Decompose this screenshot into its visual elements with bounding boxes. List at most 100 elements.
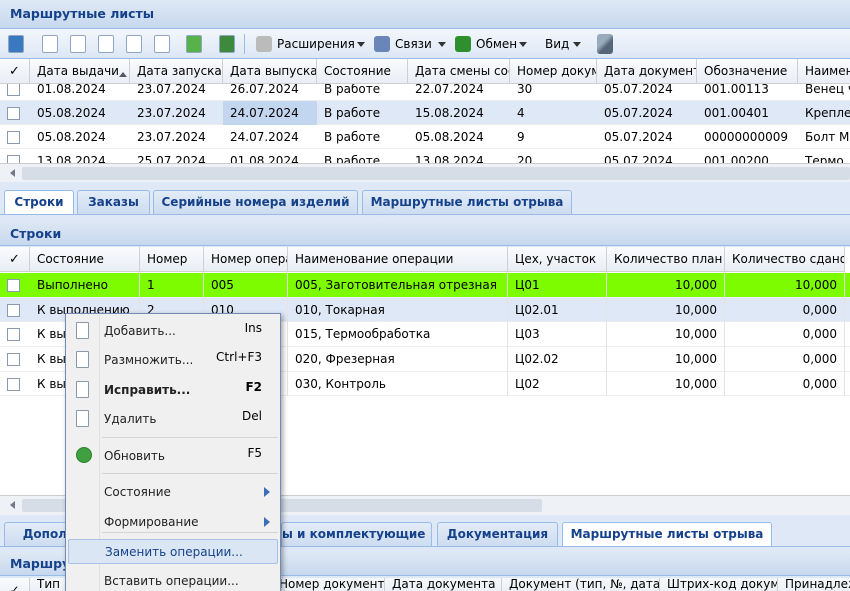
menu-item[interactable]: Размножить... Ctrl+F3: [68, 348, 278, 373]
grid-cell: 05.07.2024: [604, 82, 673, 96]
grid-row[interactable]: К выполнению 2 010 010, Токарная Ц02.01 10,00…: [0, 297, 850, 323]
grid-cell: 005, Заготовительная отрезная: [288, 273, 508, 298]
row-checkbox[interactable]: [7, 130, 20, 144]
sort-arrow: [119, 68, 127, 77]
grid-cell: Выполнено: [30, 273, 140, 298]
tab[interactable]: Заказы: [77, 190, 150, 214]
row-checkbox[interactable]: [7, 328, 20, 342]
column-header[interactable]: Принадлеж: [778, 578, 850, 591]
toolbar-button[interactable]: [126, 35, 142, 53]
column-header[interactable]: Документ (тип, №, дата): [502, 578, 660, 591]
tab[interactable]: Документация: [437, 522, 558, 546]
menu-label: Состояние: [104, 485, 171, 499]
column-header[interactable]: Цех, участок: [508, 247, 607, 272]
row-checkbox[interactable]: [7, 82, 20, 96]
menu-label: Формирование: [104, 515, 199, 529]
tab[interactable]: Серийные номера изделий: [153, 190, 358, 214]
tab[interactable]: Маршрутные листы отрыва: [362, 190, 572, 214]
toolbar-button[interactable]: [42, 35, 58, 53]
toolbar-button[interactable]: [597, 34, 613, 54]
context-menu: Добавить... Ins Размножить... Ctrl+F3 Исправ…: [65, 313, 281, 591]
column-header[interactable]: Дата документа: [597, 59, 697, 84]
column-header[interactable]: Номер: [140, 247, 204, 272]
menu-icon: [76, 410, 89, 427]
toolbar-menu-button[interactable]: Обмен: [476, 37, 518, 51]
grid-cell: 020, Фрезерная: [288, 347, 508, 372]
grid-cell: 30: [517, 82, 533, 96]
submenu-arrow: [264, 517, 275, 527]
toolbar-button[interactable]: [70, 35, 86, 53]
row-checkbox[interactable]: [7, 377, 20, 391]
column-header[interactable]: Обозначение: [697, 59, 798, 84]
menu-separator: [102, 473, 278, 474]
toolbar-menu-button[interactable]: Вид: [545, 37, 570, 51]
row-checkbox[interactable]: [7, 154, 20, 163]
grid-cell: 24.07.2024: [223, 101, 317, 125]
menu-item[interactable]: Исправить... F2: [68, 378, 278, 403]
toolbar-menu-button[interactable]: Связи: [395, 37, 432, 51]
column-header[interactable]: Дата выдачи: [30, 59, 130, 84]
tab[interactable]: Строки: [4, 190, 74, 214]
column-header[interactable]: Дата документа: [385, 578, 502, 591]
row-checkbox[interactable]: [7, 106, 20, 120]
toolbar-icon: [256, 36, 272, 52]
grid-cell: 10,000: [607, 273, 725, 298]
column-header[interactable]: Номер опера: [204, 247, 288, 272]
column-header[interactable]: Состояние: [30, 247, 140, 272]
scroll-thumb: [22, 167, 850, 180]
grid-cell: 10,000: [607, 297, 725, 323]
toolbar-menu-button[interactable]: Расширения: [277, 37, 355, 51]
grid-cell: 25.07.2024: [137, 154, 206, 163]
menu-item[interactable]: Формирование: [68, 510, 278, 535]
tab[interactable]: Маршрутные листы отрыва: [562, 522, 772, 546]
grid-row[interactable]: Выполнено 1 005 005, Заготовительная отрезн…: [0, 273, 850, 298]
column-header[interactable]: Состояние: [317, 59, 408, 84]
grid: 01.08.2024 23.07.2024 26.07.2024 В работе 22…: [0, 59, 850, 163]
tab[interactable]: ы и комплектующие: [281, 522, 432, 546]
grid-row[interactable]: 05.08.2024 23.07.2024 24.07.2024 В работе 05…: [0, 125, 850, 149]
column-header[interactable]: Номер документа: [272, 578, 385, 591]
row-checkbox[interactable]: [7, 303, 20, 317]
column-header[interactable]: Наимен: [798, 59, 850, 84]
grid-cell: 0,000: [725, 297, 845, 323]
column-header[interactable]: Номер докуме: [510, 59, 597, 84]
toolbar-icon: [455, 36, 471, 52]
grid-cell: 23.07.2024: [137, 106, 206, 120]
menu-icon: [76, 381, 89, 398]
grid-cell: Термо: [805, 154, 844, 163]
column-header[interactable]: Дата выпуска: [223, 59, 317, 84]
grid-cell: Креплен: [805, 106, 850, 120]
tab-strip-line: [0, 214, 850, 215]
column-header[interactable]: Количество план: [607, 247, 725, 272]
scroll-left[interactable]: [6, 501, 15, 509]
grid-cell: 10,000: [607, 347, 725, 372]
menu-item[interactable]: Состояние: [68, 480, 278, 505]
toolbar-button[interactable]: [186, 35, 202, 53]
menu-item[interactable]: Заменить операции...: [68, 539, 278, 564]
column-header[interactable]: Дата запуска п: [130, 59, 223, 84]
toolbar-button[interactable]: [154, 35, 170, 53]
grid-cell: Ц01: [508, 273, 607, 298]
grid-cell: В работе: [324, 130, 381, 144]
row-checkbox[interactable]: [7, 278, 20, 292]
column-header[interactable]: Дата смены сос: [408, 59, 510, 84]
grid-cell: 05.08.2024: [415, 130, 484, 144]
menu-item[interactable]: Вставить операции...: [68, 569, 278, 591]
grid-cell: 00000000009: [704, 130, 788, 144]
menu-label: Размножить...: [104, 353, 194, 367]
column-header[interactable]: Наименование операции: [288, 247, 508, 272]
menu-item[interactable]: Удалить Del: [68, 407, 278, 432]
grid-cell: 10,000: [607, 322, 725, 348]
grid-row[interactable]: 05.08.2024 23.07.2024 24.07.2024 В работе 15…: [0, 101, 850, 125]
toolbar-button[interactable]: [8, 35, 24, 53]
toolbar-button[interactable]: [219, 35, 235, 53]
column-header[interactable]: Штрих-код докуме: [660, 578, 778, 591]
toolbar-button[interactable]: [98, 35, 114, 53]
menu-item[interactable]: Добавить... Ins: [68, 319, 278, 344]
toolbar: Расширения Связи Обмен Вид: [0, 29, 850, 59]
grid-row[interactable]: 13.08.2024 25.07.2024 01.08.2024 В работе 13…: [0, 149, 850, 163]
scroll-left[interactable]: [6, 169, 15, 177]
row-checkbox[interactable]: [7, 352, 20, 366]
menu-item[interactable]: Обновить F5: [68, 444, 278, 469]
column-header[interactable]: Количество сдано: [725, 247, 845, 272]
